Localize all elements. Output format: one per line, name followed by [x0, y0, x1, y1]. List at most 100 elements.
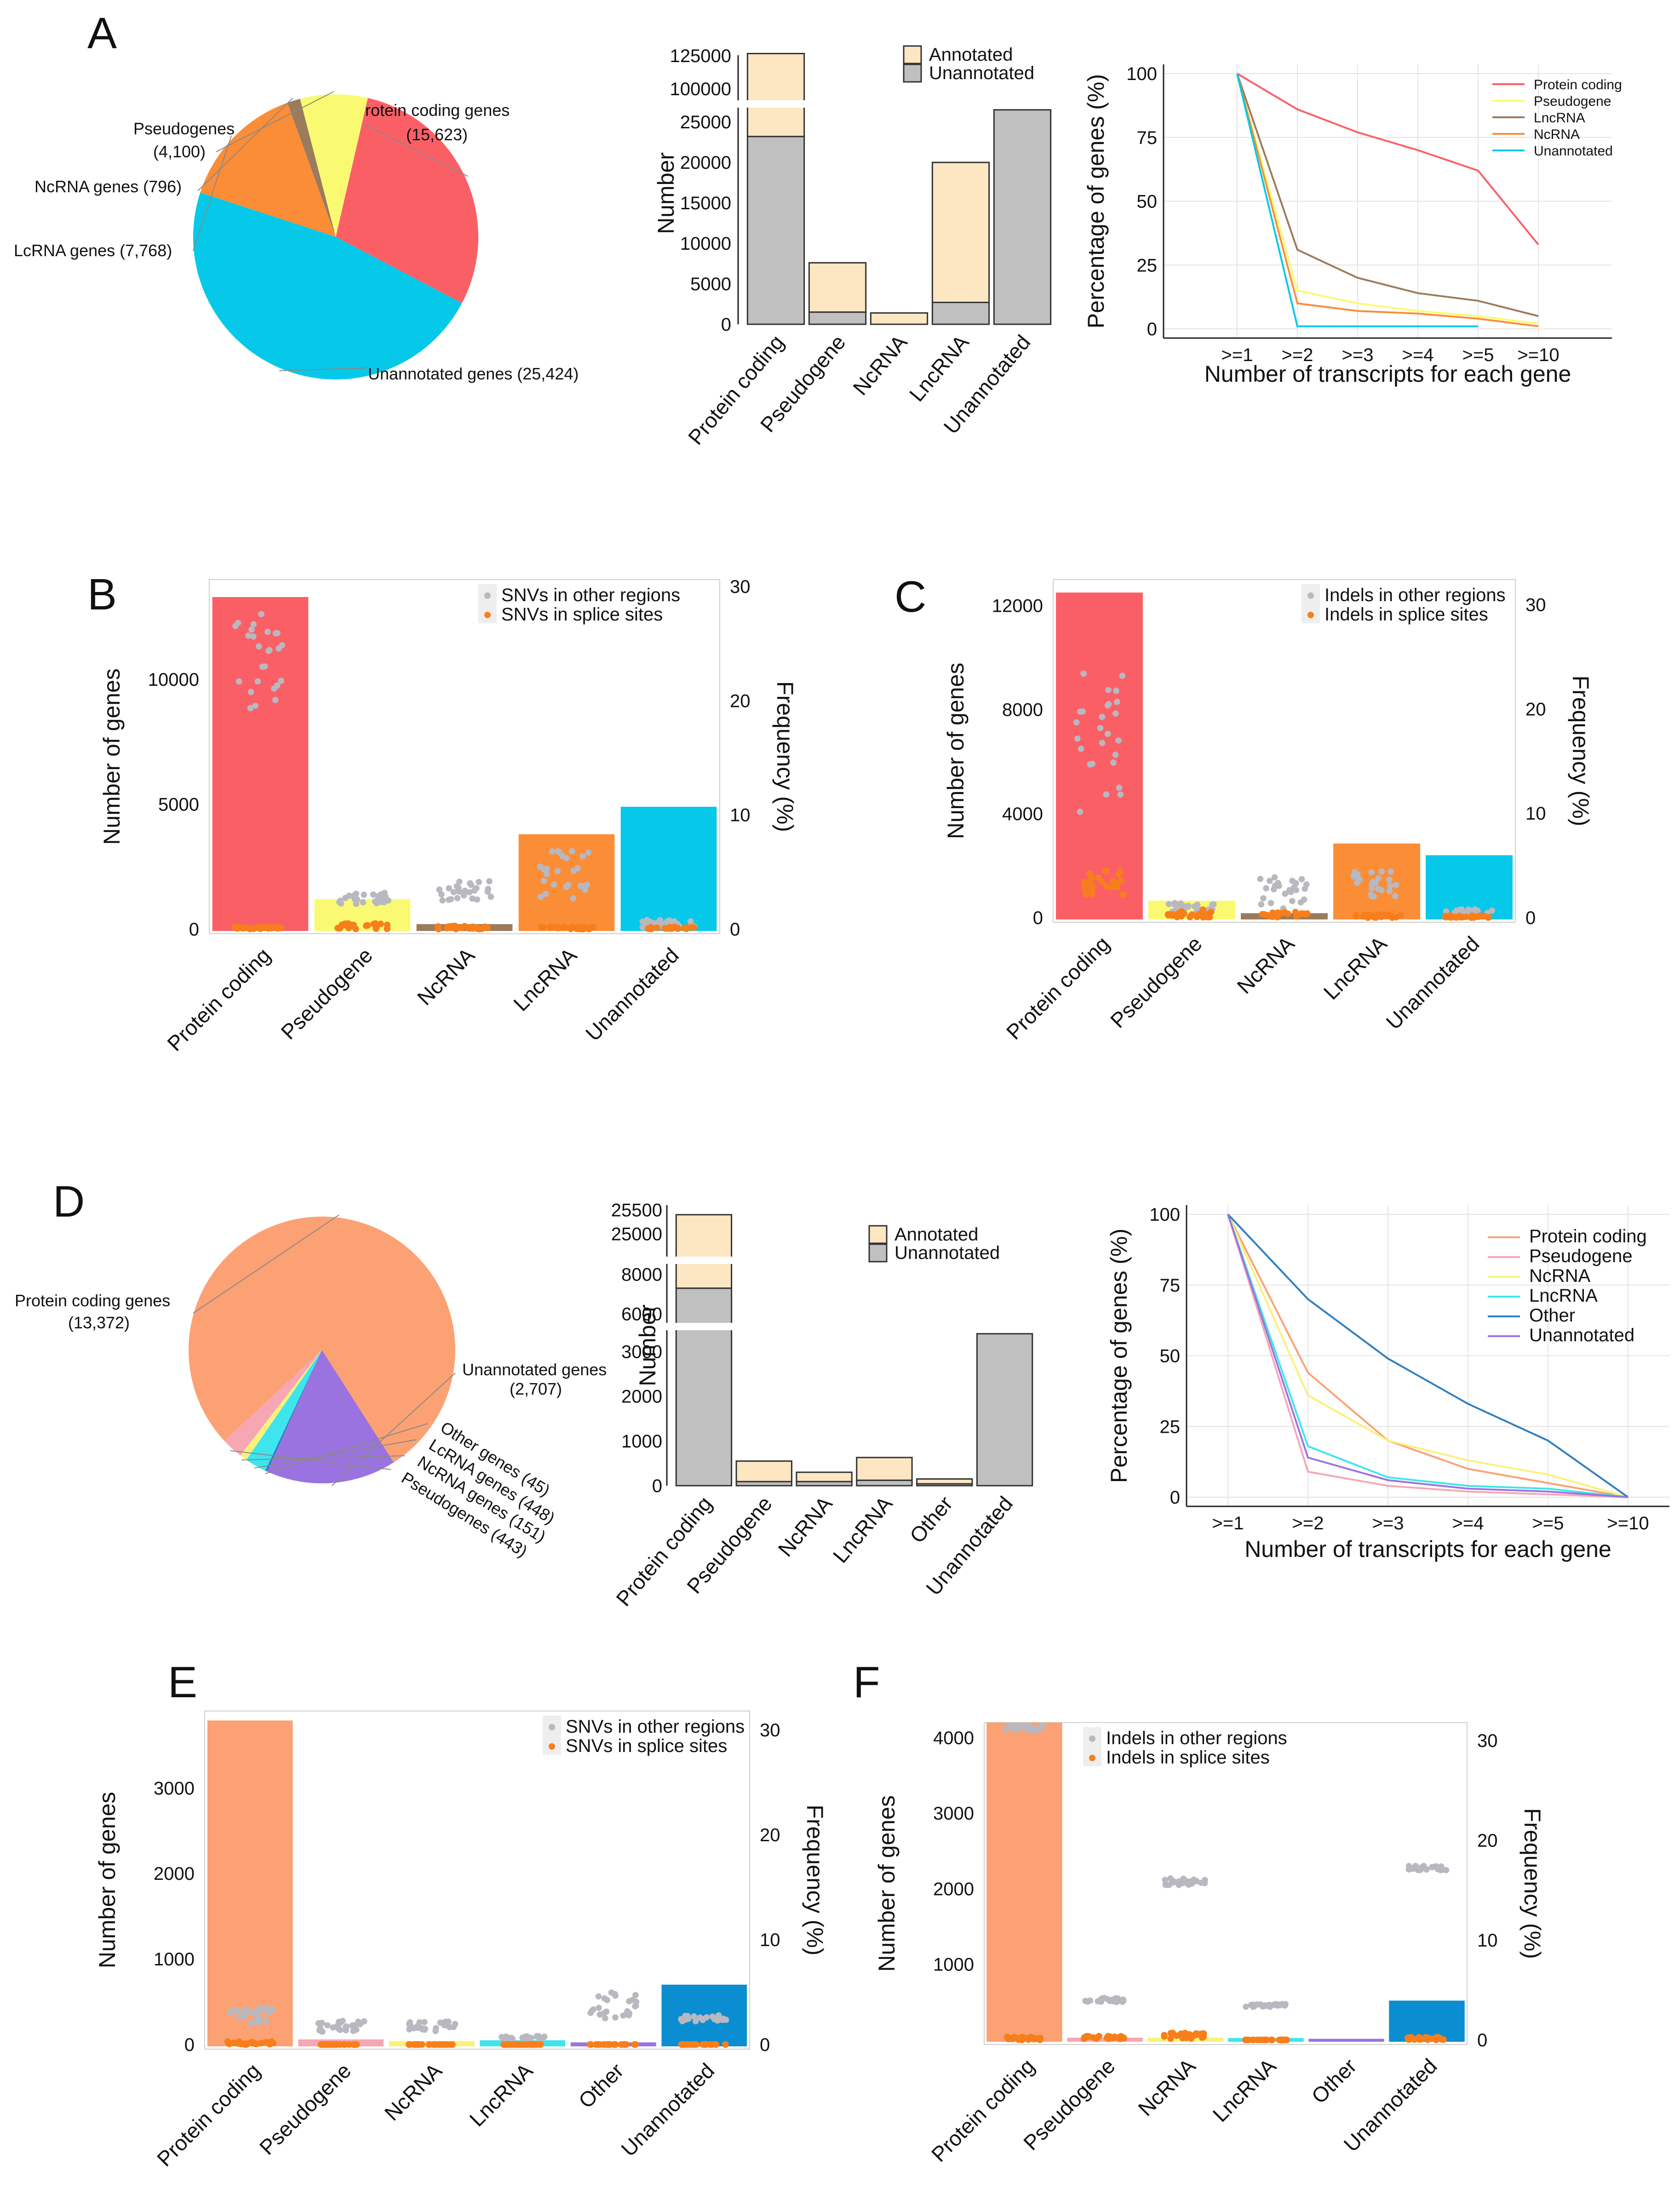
C-dot-splice-1-22	[1177, 911, 1184, 919]
C-dot-other-3-5	[1386, 876, 1393, 883]
C-bar-0	[1056, 592, 1143, 919]
C-dot-other-3-22	[1378, 887, 1385, 894]
A_bar-legend-annotated-label: Annotated	[929, 45, 1013, 65]
D_line-legend-label-2: NcRNA	[1529, 1266, 1591, 1286]
B-ytick-2: 10000	[148, 670, 199, 690]
E-dot-other-4-6	[595, 1993, 602, 2000]
F-y2tick-0: 0	[1477, 2030, 1487, 2050]
D_bar-bar-unannotated-1	[735, 1481, 792, 1487]
D_line-xlabel: Number of transcripts for each gene	[1244, 1536, 1611, 1562]
E-dot-other-4-8	[612, 2014, 619, 2021]
F-dot-other-5-14	[1443, 1867, 1450, 1873]
C-dot-other-0-0	[1117, 791, 1124, 798]
E-dot-splice-4-19	[612, 2041, 619, 2048]
A_bar-bar-unannotated-1	[808, 311, 867, 325]
F-dot-other-1-24	[1113, 1999, 1120, 2005]
F-y2tick-1: 10	[1477, 1930, 1498, 1951]
E-dot-other-5-25	[685, 2016, 692, 2022]
B-dot-other-3-7	[565, 881, 572, 888]
D_bar-ytick-6: 25000	[611, 1224, 662, 1245]
C-dot-other-1-12	[1210, 901, 1217, 907]
F-dot-other-2-7	[1188, 1880, 1195, 1887]
B-dot-other-1-19	[350, 893, 357, 900]
F-dot-splice-1-22	[1093, 2035, 1100, 2042]
E-dot-other-4-13	[604, 1997, 610, 2004]
A_pie-label-2: LcRNA genes (7,768)	[14, 241, 172, 260]
D_bar-axis-break-0	[655, 1323, 1044, 1330]
panel-letter-b: B	[87, 570, 117, 619]
C-dot-other-0-20	[1077, 809, 1084, 815]
D_line-ytick-4: 100	[1149, 1205, 1180, 1225]
E-y2tick-2: 20	[760, 1825, 780, 1845]
C-cat-0: Protein coding	[1002, 931, 1114, 1044]
A_pie-label-4: Pseudogenes	[133, 119, 235, 138]
B-dot-splice-3-12	[560, 925, 567, 931]
B-dot-splice-3-20	[538, 923, 545, 930]
E-dot-splice-0-19	[234, 2040, 241, 2047]
A_bar-ytick-1: 5000	[690, 274, 731, 294]
D_line-series-4	[1227, 1213, 1629, 1498]
B-dot-other-0-11	[247, 705, 254, 712]
D_bar-ytick-4: 6000	[621, 1304, 662, 1325]
E-dot-other-0-25	[263, 2018, 270, 2025]
F-dot-other-1-25	[1084, 1999, 1091, 2005]
E-cat-3: LncRNA	[464, 2058, 537, 2131]
F-dot-splice-5-24	[1407, 2034, 1415, 2041]
A_pie-leader-4	[216, 91, 334, 152]
F-dot-splice-3-25	[1279, 2036, 1285, 2044]
A_line-legend-label-0: Protein coding	[1534, 77, 1622, 92]
E-dot-other-2-19	[416, 2019, 423, 2026]
C-y2tick-0: 0	[1525, 908, 1536, 928]
A_line-ytick-3: 75	[1137, 128, 1158, 148]
C-dot-splice-3-23	[1363, 913, 1370, 920]
B-dot-other-0-5	[275, 645, 282, 652]
F-dot-other-3-24	[1282, 2001, 1289, 2007]
B-cat-2: NcRNA	[413, 943, 479, 1010]
C-dot-other-0-6	[1113, 688, 1119, 694]
E-cat-5: Unannotated	[616, 2058, 719, 2161]
D_line-legend-label-0: Protein coding	[1529, 1226, 1647, 1246]
C-dot-other-0-5	[1073, 719, 1080, 726]
F-dot-other-3-23	[1243, 2004, 1249, 2010]
E-cat-0: Protein coding	[152, 2058, 265, 2171]
D_bar-ytick-3: 3000	[621, 1342, 662, 1362]
E-dot-other-2-24	[406, 2026, 413, 2033]
E-dot-splice-1-20	[351, 2041, 358, 2048]
C-dot-other-2-19	[1275, 880, 1281, 886]
E-legend-splice-label: SNVs in splice sites	[566, 1736, 727, 1756]
B-dot-other-1-21	[342, 895, 349, 902]
A_line-xlabel: Number of transcripts for each gene	[1204, 361, 1571, 387]
E-dot-other-2-25	[411, 2025, 418, 2032]
B-dot-splice-1-16	[372, 920, 379, 927]
B-cat-1: Pseudogene	[276, 943, 377, 1044]
F-dot-other-2-24	[1180, 1875, 1187, 1882]
B-dot-other-4-25	[644, 917, 650, 924]
B-dot-other-2-13	[446, 896, 452, 903]
B-dot-other-3-8	[538, 894, 544, 900]
panel-letter-d: D	[53, 1177, 85, 1226]
A_pie-leader-2	[193, 135, 232, 251]
D_pie-leader-5	[230, 1450, 391, 1470]
A_line-legend-label-3: NcRNA	[1534, 127, 1580, 142]
B-dot-splice-2-25	[482, 923, 488, 930]
C-dot-other-1-19	[1192, 903, 1198, 910]
B-dot-other-2-18	[446, 885, 453, 892]
F-dot-other-2-21	[1170, 1879, 1177, 1886]
C-dot-other-2-10	[1301, 896, 1307, 903]
B-dot-other-1-16	[375, 893, 381, 900]
E-dot-other-5-10	[678, 2016, 684, 2022]
C-dot-other-2-6	[1258, 901, 1265, 908]
E-dot-splice-2-16	[449, 2041, 456, 2048]
F-dot-splice-3-18	[1268, 2036, 1276, 2044]
E-dot-other-3-25	[521, 2035, 528, 2042]
C-dot-splice-0-22	[1102, 867, 1109, 874]
E-dot-other-4-14	[632, 1992, 639, 1999]
F-dot-splice-3-24	[1254, 2036, 1261, 2044]
A_line-ytick-4: 100	[1126, 64, 1157, 84]
A_bar-ylabel: Number	[653, 152, 679, 234]
B-dot-other-2-11	[456, 879, 463, 885]
D_line-series-3	[1227, 1214, 1628, 1498]
A_bar-bar-unannotated-3	[931, 302, 990, 325]
E-dot-other-5-9	[692, 2018, 699, 2025]
C-dot-splice-4-25	[1462, 913, 1470, 920]
